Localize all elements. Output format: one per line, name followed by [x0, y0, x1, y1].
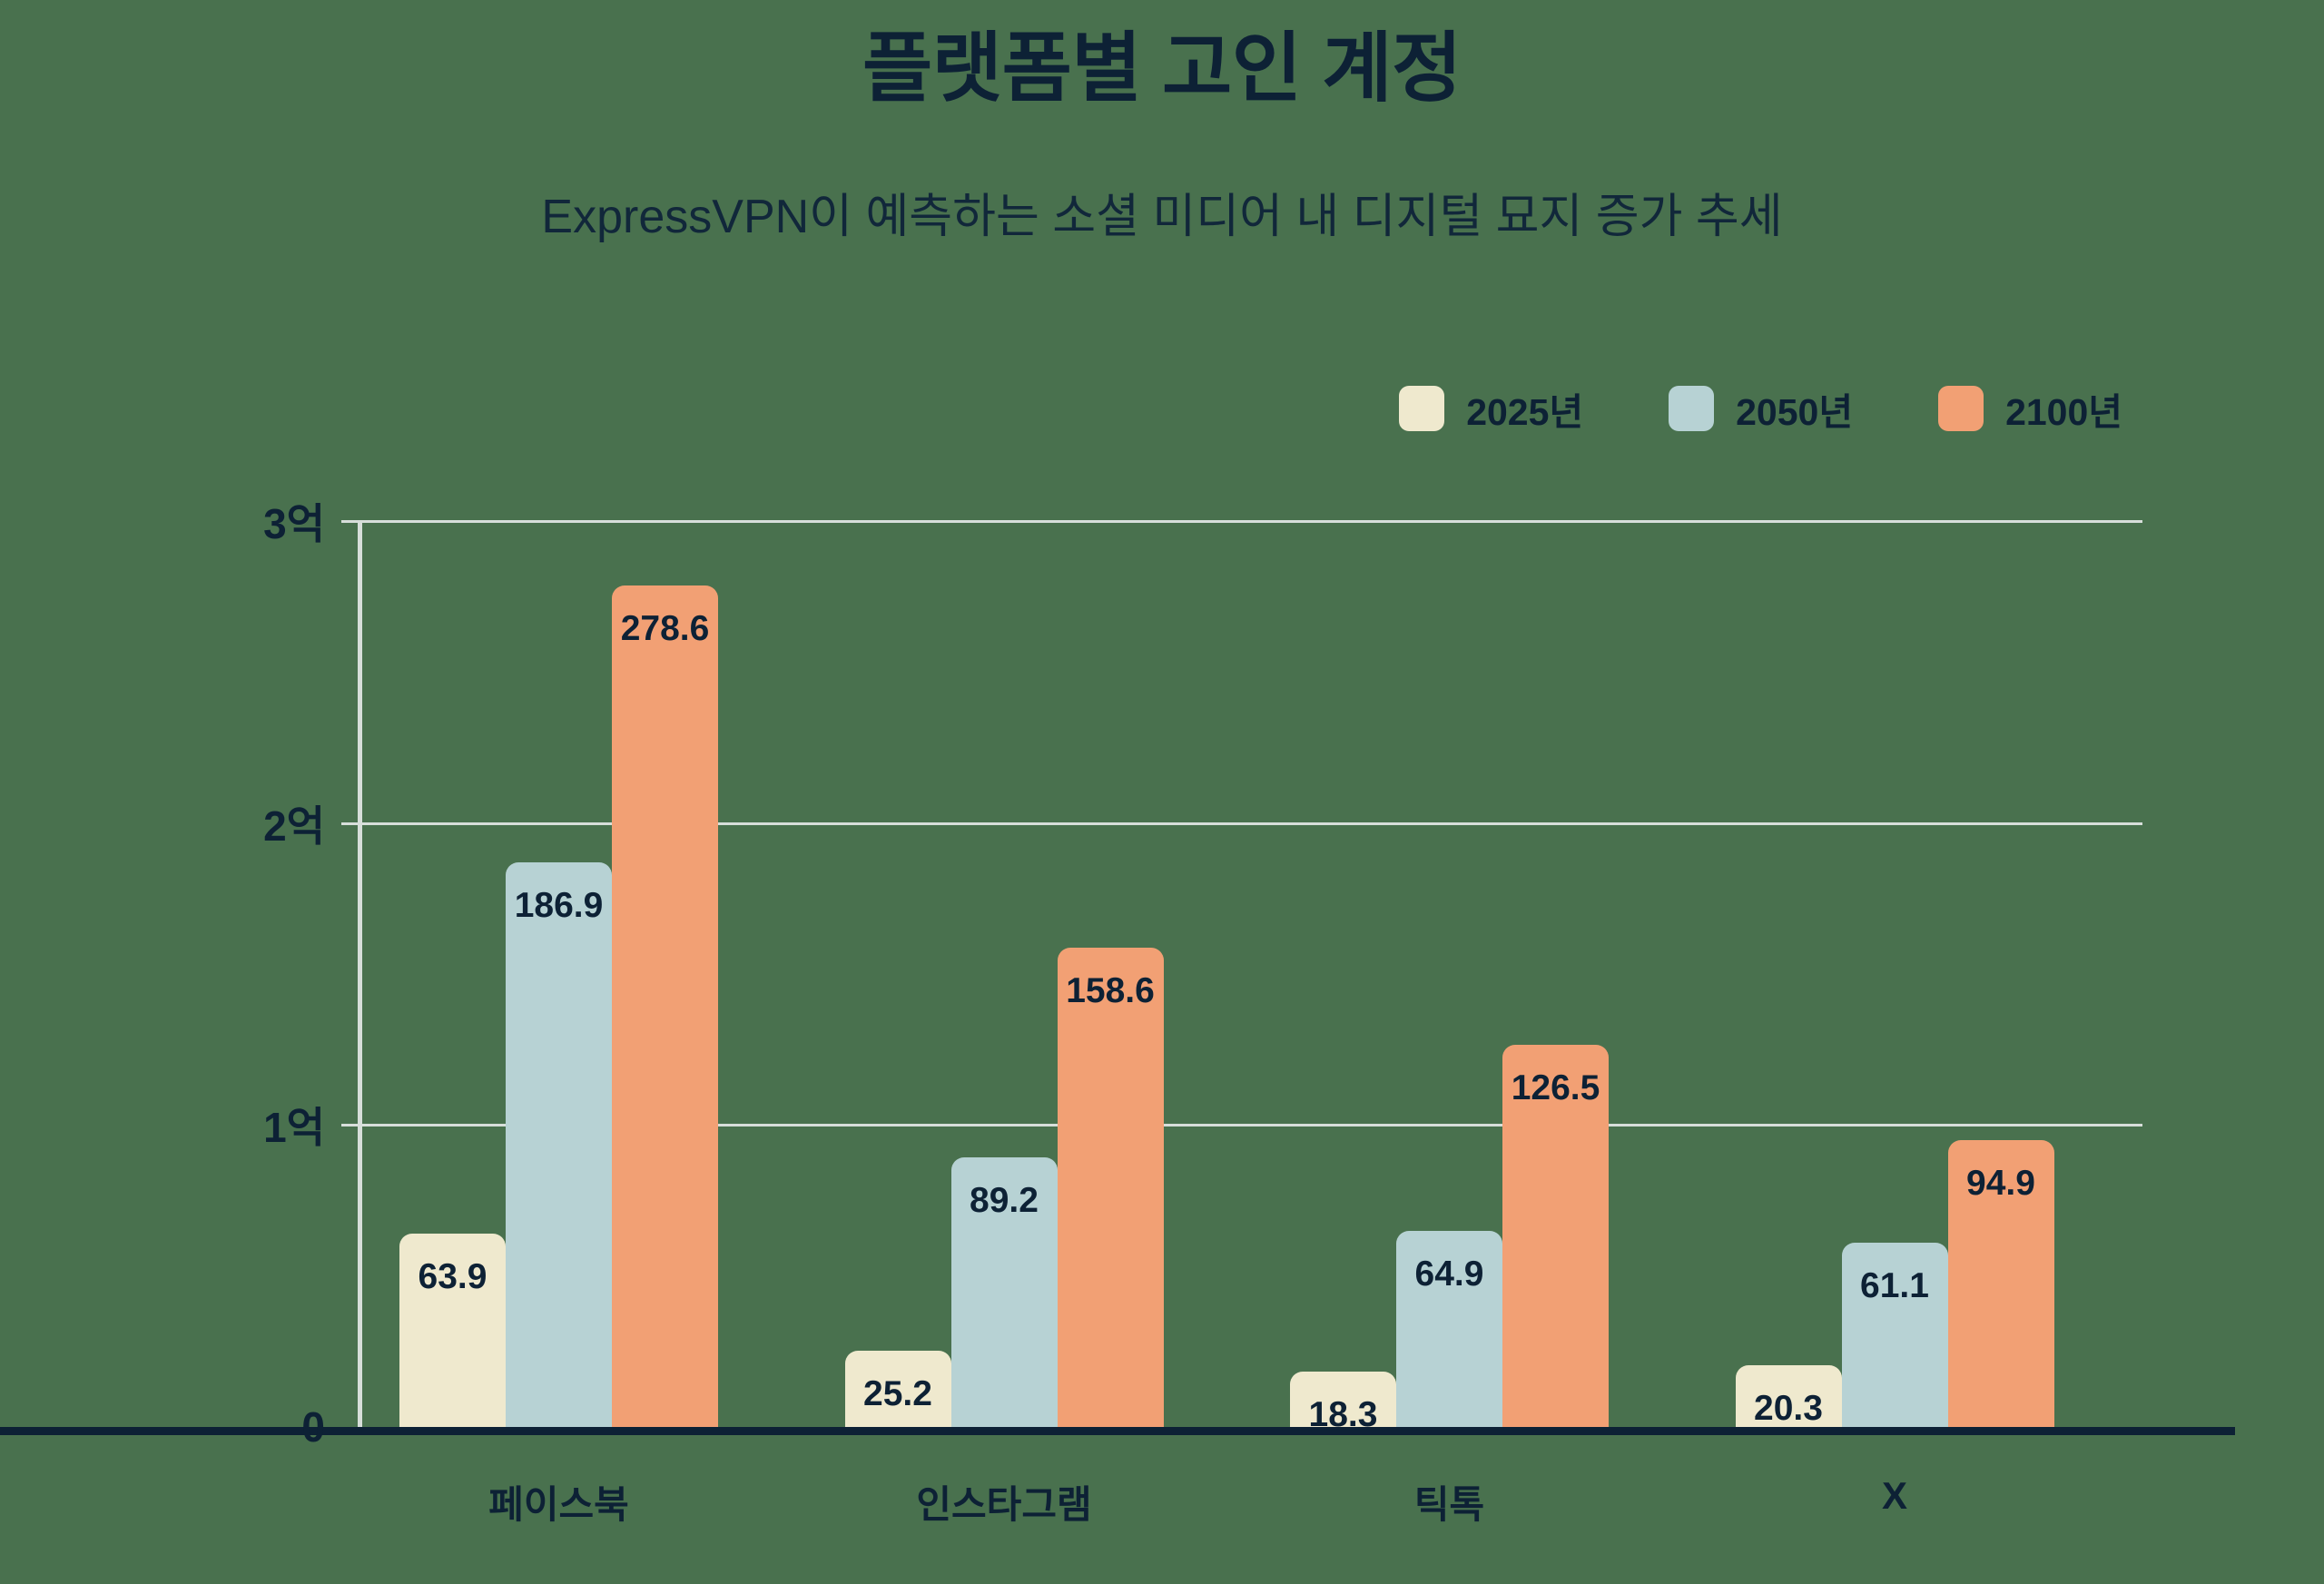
bar-인스타그램-2100년[interactable]: 158.6 — [1057, 948, 1164, 1427]
bar-틱톡-2100년[interactable]: 126.5 — [1502, 1045, 1609, 1427]
x-axis-category-label: 인스타그램 — [916, 1483, 1092, 1526]
legend-swatch-icon — [1938, 386, 1984, 431]
bar-value-label: 89.2 — [970, 1181, 1039, 1221]
y-axis-line — [358, 521, 362, 1427]
x-axis-category-label: 틱톡 — [1413, 1483, 1485, 1526]
bar-틱톡-2050년[interactable]: 64.9 — [1396, 1231, 1502, 1427]
legend-swatch-icon — [1399, 386, 1445, 431]
legend-item-2100년[interactable]: 2100년 — [1938, 381, 2122, 436]
gridline-100 — [341, 1124, 2142, 1127]
bar-value-label: 278.6 — [620, 609, 710, 649]
gridline-200 — [341, 822, 2142, 825]
gridline-300 — [341, 520, 2142, 523]
bar-틱톡-2025년[interactable]: 18.3 — [1290, 1372, 1396, 1435]
bar-X-2100년[interactable]: 94.9 — [1947, 1140, 2054, 1427]
legend-item-2025년[interactable]: 2025년 — [1399, 381, 1583, 436]
legend-label: 2050년 — [1736, 391, 1854, 433]
y-axis-tick-label: 0 — [301, 1403, 325, 1451]
bar-인스타그램-2025년[interactable]: 25.2 — [844, 1351, 951, 1427]
legend-item-2050년[interactable]: 2050년 — [1669, 381, 1853, 436]
bar-value-label: 20.3 — [1754, 1389, 1823, 1429]
x-axis-category-label: 페이스북 — [488, 1483, 629, 1526]
chart-title: 플랫폼별 고인 계정 — [862, 25, 1462, 111]
bar-value-label: 18.3 — [1308, 1395, 1378, 1435]
chart-subtitle: ExpressVPN이 예측하는 소셜 미디어 내 디지털 묘지 증가 추세 — [541, 191, 1783, 243]
bar-value-label: 94.9 — [1966, 1164, 2035, 1204]
bar-X-2050년[interactable]: 61.1 — [1841, 1242, 1948, 1427]
bar-페이스북-2050년[interactable]: 186.9 — [506, 862, 612, 1427]
legend-label: 2025년 — [1466, 391, 1584, 433]
legend-label: 2100년 — [2005, 391, 2122, 433]
bar-인스타그램-2050년[interactable]: 89.2 — [950, 1157, 1058, 1427]
plot-area: 0 1억 2억 3억 63.9 186.9 278.6 페이스북 25.2 89.2 158.6 인스… — [0, 500, 2235, 1526]
bar-value-label: 63.9 — [418, 1257, 487, 1297]
bar-페이스북-2100년[interactable]: 278.6 — [612, 585, 718, 1427]
bar-value-label: 158.6 — [1066, 971, 1155, 1011]
x-axis-line — [0, 1427, 2235, 1435]
y-axis-tick-label: 2억 — [263, 802, 325, 850]
bar-value-label: 61.1 — [1860, 1265, 1929, 1305]
bar-value-label: 25.2 — [863, 1374, 932, 1414]
y-axis-tick-label: 3억 — [263, 500, 325, 547]
bar-페이스북-2025년[interactable]: 63.9 — [399, 1234, 506, 1427]
bar-value-label: 126.5 — [1511, 1068, 1600, 1108]
y-axis-tick-label: 1억 — [263, 1104, 325, 1152]
chart-legend: 2025년 2050년 2100년 — [1399, 381, 2122, 436]
bar-value-label: 186.9 — [514, 886, 604, 926]
x-axis-category-label: X — [1881, 1474, 1908, 1517]
legend-swatch-icon — [1669, 386, 1715, 431]
bar-X-2025년[interactable]: 20.3 — [1735, 1365, 1842, 1429]
bar-value-label: 64.9 — [1414, 1254, 1484, 1294]
